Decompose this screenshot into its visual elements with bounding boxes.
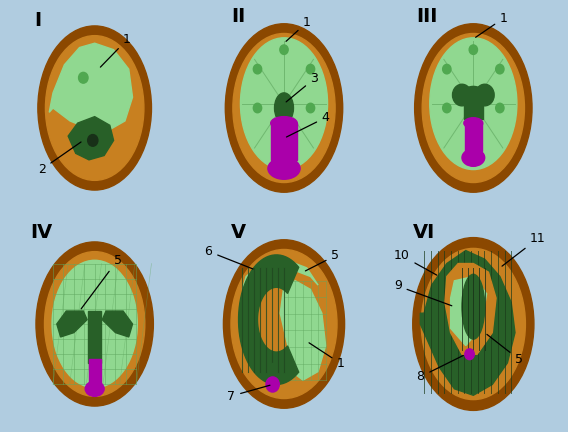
Text: V: V [231, 222, 246, 241]
Circle shape [469, 127, 478, 137]
Circle shape [306, 64, 315, 74]
Polygon shape [68, 117, 114, 160]
Ellipse shape [36, 242, 153, 406]
Ellipse shape [268, 158, 300, 179]
Text: VI: VI [413, 222, 435, 241]
Polygon shape [243, 259, 318, 289]
Ellipse shape [462, 274, 485, 339]
Polygon shape [271, 123, 297, 160]
Text: II: II [231, 6, 245, 25]
Ellipse shape [415, 24, 532, 192]
Ellipse shape [223, 240, 345, 408]
Bar [271, 363, 274, 384]
Text: 11: 11 [502, 232, 546, 266]
Text: I: I [34, 11, 41, 30]
Polygon shape [465, 123, 482, 151]
Bar [464, 89, 483, 119]
Circle shape [253, 64, 262, 74]
Text: 7: 7 [227, 385, 270, 403]
Text: 1: 1 [309, 343, 345, 370]
Circle shape [453, 84, 471, 106]
Circle shape [87, 135, 98, 146]
Text: 5: 5 [306, 249, 339, 271]
Ellipse shape [38, 26, 152, 190]
Text: 3: 3 [286, 72, 319, 102]
Polygon shape [420, 251, 515, 395]
Circle shape [475, 84, 494, 106]
Circle shape [496, 103, 504, 113]
Ellipse shape [430, 38, 517, 170]
Text: 5: 5 [487, 334, 523, 366]
Circle shape [306, 103, 315, 113]
Ellipse shape [461, 86, 486, 108]
Circle shape [266, 377, 279, 392]
Ellipse shape [233, 34, 335, 182]
Circle shape [469, 45, 478, 54]
Circle shape [280, 127, 288, 137]
Text: 10: 10 [394, 249, 437, 275]
Ellipse shape [422, 34, 524, 182]
Ellipse shape [413, 238, 534, 410]
Ellipse shape [225, 24, 343, 192]
Bar [89, 359, 101, 384]
Ellipse shape [462, 149, 485, 166]
Polygon shape [280, 281, 325, 380]
Circle shape [442, 64, 451, 74]
Ellipse shape [44, 251, 145, 397]
Polygon shape [49, 43, 132, 130]
Text: 5: 5 [81, 254, 122, 309]
Text: 9: 9 [394, 280, 452, 306]
Ellipse shape [464, 118, 483, 129]
Ellipse shape [271, 117, 297, 130]
Ellipse shape [231, 250, 337, 398]
Polygon shape [450, 276, 487, 346]
Ellipse shape [45, 35, 144, 181]
Text: 4: 4 [286, 111, 330, 137]
Text: 1: 1 [475, 12, 508, 37]
Text: 2: 2 [38, 142, 81, 176]
Polygon shape [57, 311, 87, 337]
Ellipse shape [421, 248, 525, 400]
Circle shape [465, 349, 474, 359]
Circle shape [253, 103, 262, 113]
Text: 1: 1 [286, 16, 311, 41]
Ellipse shape [240, 38, 328, 170]
Text: III: III [416, 6, 438, 25]
Bar [88, 311, 101, 363]
Circle shape [496, 64, 504, 74]
Text: IV: IV [30, 222, 53, 241]
Polygon shape [445, 264, 496, 354]
Text: 1: 1 [101, 33, 131, 67]
Text: 8: 8 [416, 356, 463, 383]
Circle shape [442, 103, 451, 113]
Text: 6: 6 [204, 245, 253, 269]
Ellipse shape [52, 260, 137, 388]
Ellipse shape [85, 381, 104, 397]
Circle shape [78, 73, 88, 83]
Ellipse shape [274, 93, 294, 123]
Polygon shape [102, 311, 132, 337]
Circle shape [280, 45, 288, 54]
Polygon shape [239, 255, 299, 384]
